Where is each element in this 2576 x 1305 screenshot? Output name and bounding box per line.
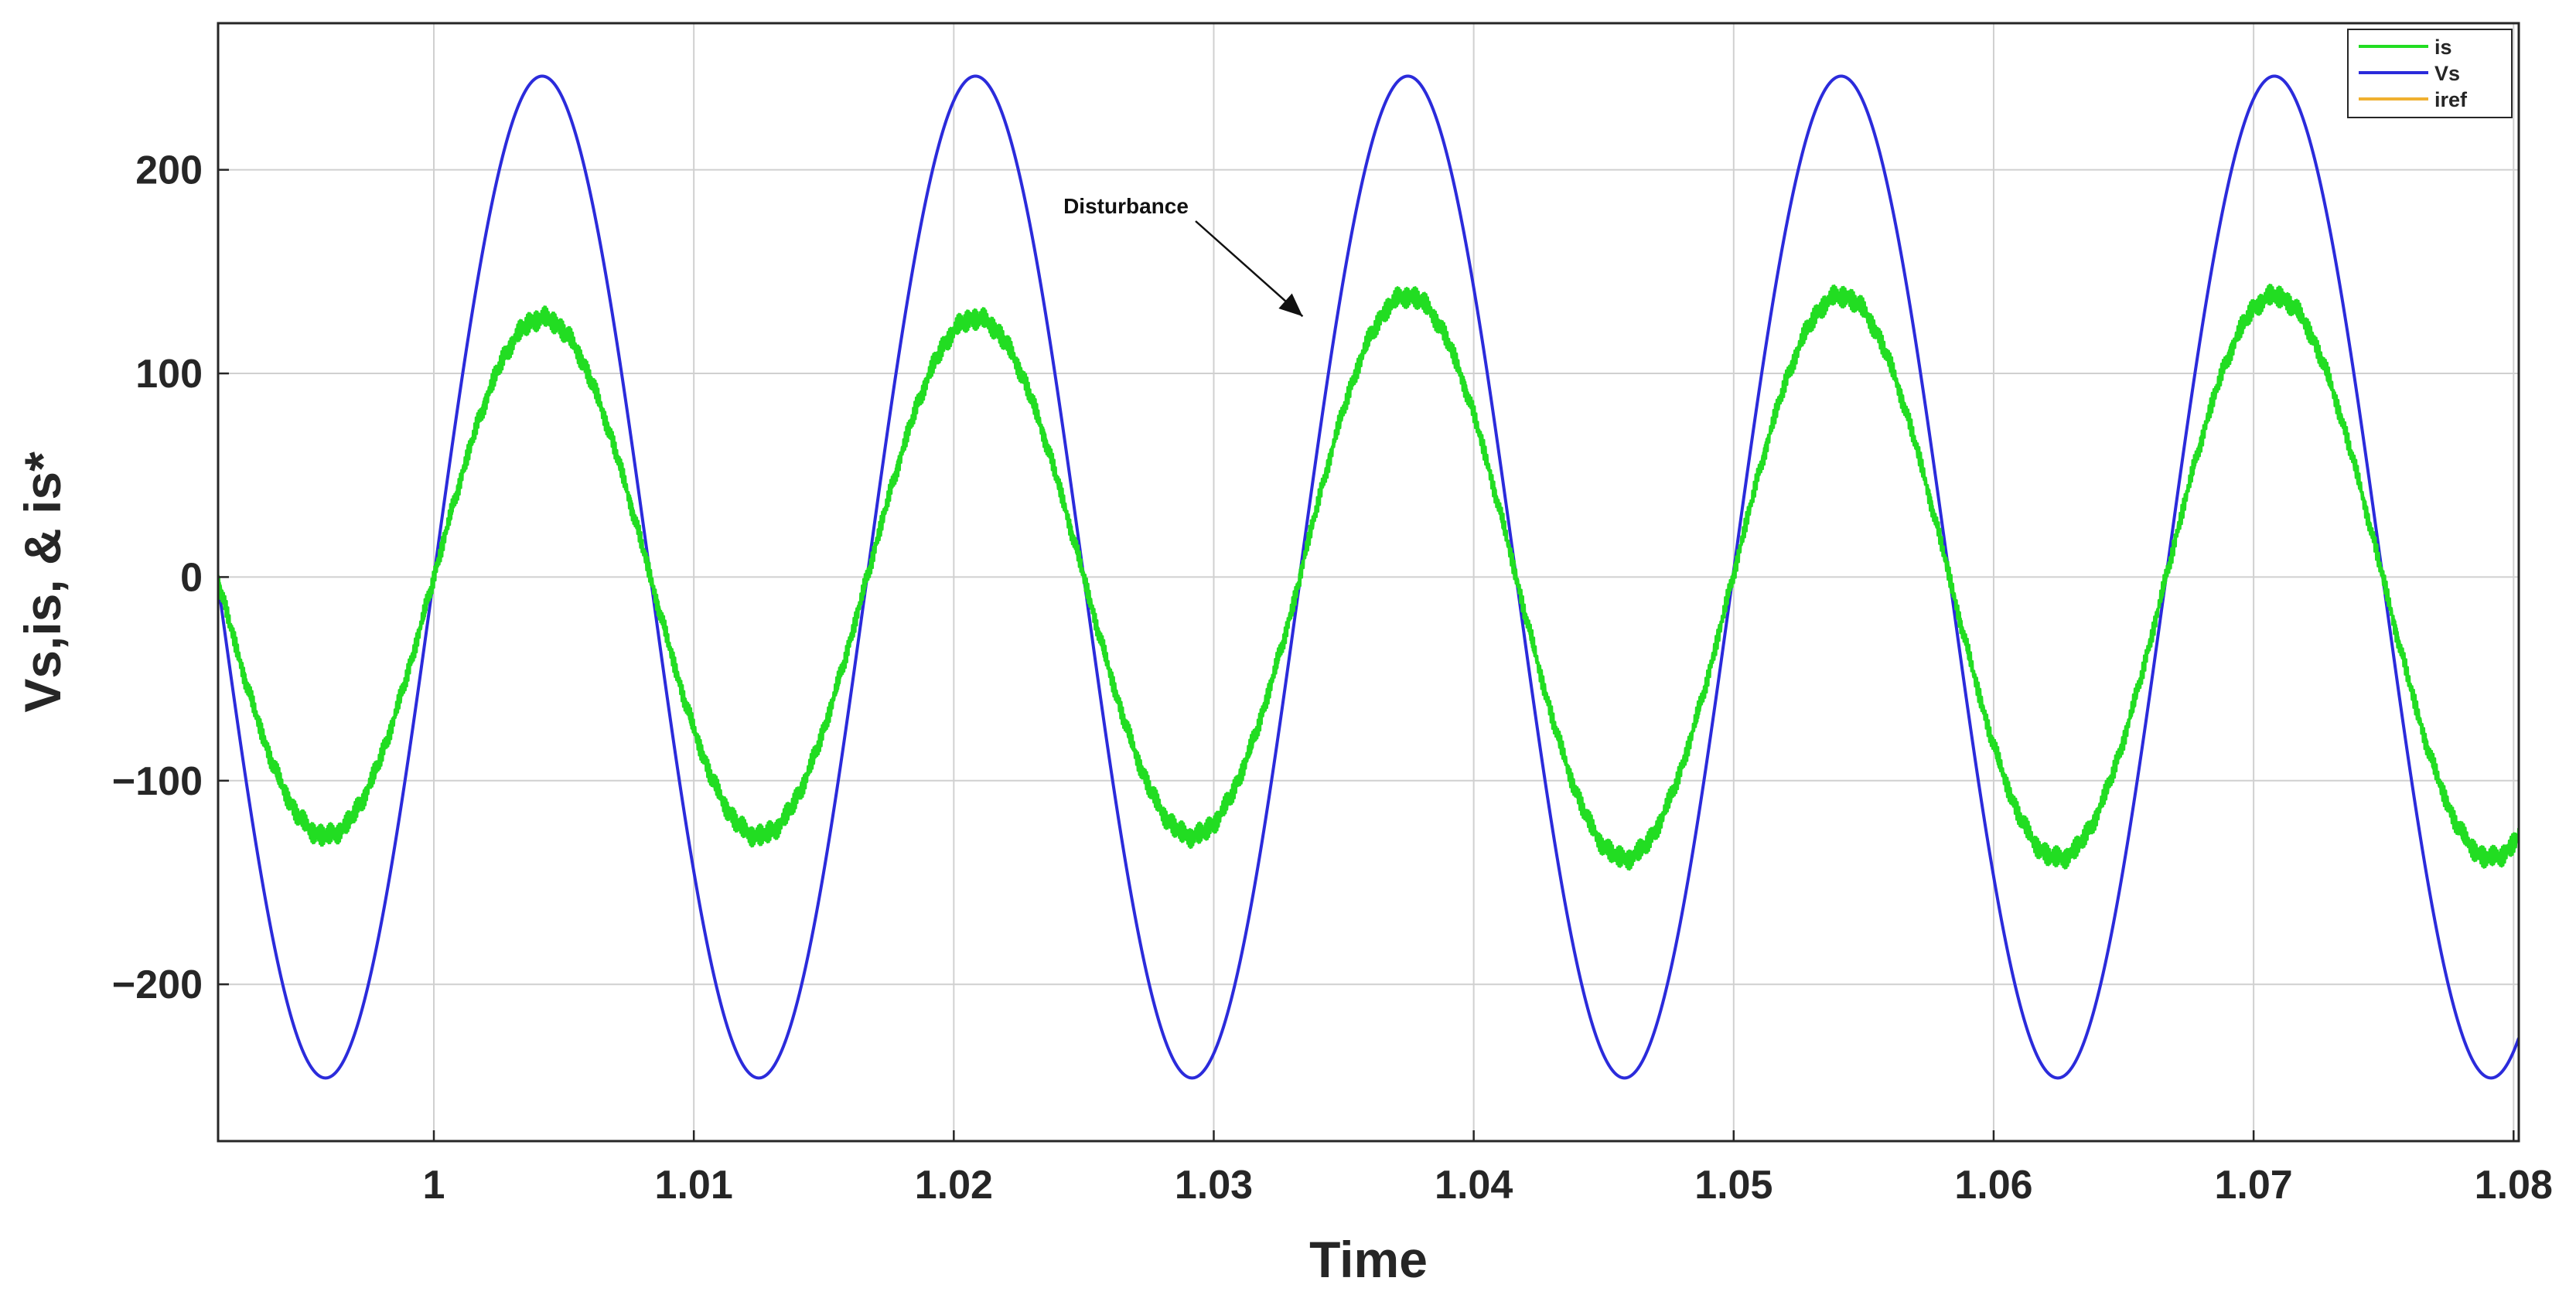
y-axis-ticks: −200 −100 0 100 200 — [112, 148, 229, 1007]
legend-label-is: is — [2434, 36, 2452, 59]
x-tick-label: 1.07 — [2215, 1163, 2293, 1208]
plot-area — [217, 22, 2520, 1143]
x-tick-label: 1.05 — [1694, 1163, 1772, 1208]
disturbance-annotation: Disturbance — [1063, 194, 1304, 318]
x-tick-label: 1.02 — [915, 1163, 993, 1208]
y-axis-title: Vs,is, & is* — [14, 451, 71, 713]
annotation-label: Disturbance — [1063, 194, 1189, 218]
y-tick-label: −100 — [112, 759, 203, 804]
x-tick-label: 1.01 — [655, 1163, 733, 1208]
x-tick-label: 1.03 — [1175, 1163, 1253, 1208]
y-tick-label: 100 — [135, 352, 203, 397]
x-tick-label: 1 — [423, 1163, 445, 1208]
legend-label-iref: iref — [2434, 88, 2468, 111]
annotation-arrowhead — [1278, 293, 1303, 317]
legend-label-Vs: Vs — [2434, 62, 2460, 85]
y-tick-label: 0 — [180, 555, 203, 600]
y-tick-label: −200 — [112, 963, 203, 1007]
legend: is Vs iref — [2347, 29, 2513, 118]
y-tick-label: 200 — [135, 148, 203, 193]
series-layer — [218, 74, 2519, 1080]
x-axis-title: Time — [1309, 1231, 1428, 1288]
annotation-arrow — [1195, 220, 1304, 318]
series-line-is — [218, 283, 2519, 871]
x-tick-label: 1.04 — [1435, 1163, 1513, 1208]
axes-frame — [217, 22, 2520, 1143]
x-tick-label: 1.08 — [2475, 1163, 2553, 1208]
x-tick-label: 1.06 — [1954, 1163, 2032, 1208]
x-axis-ticks: 1 1.01 1.02 1.03 1.04 1.05 1.06 1.07 1.08 — [423, 1130, 2553, 1208]
